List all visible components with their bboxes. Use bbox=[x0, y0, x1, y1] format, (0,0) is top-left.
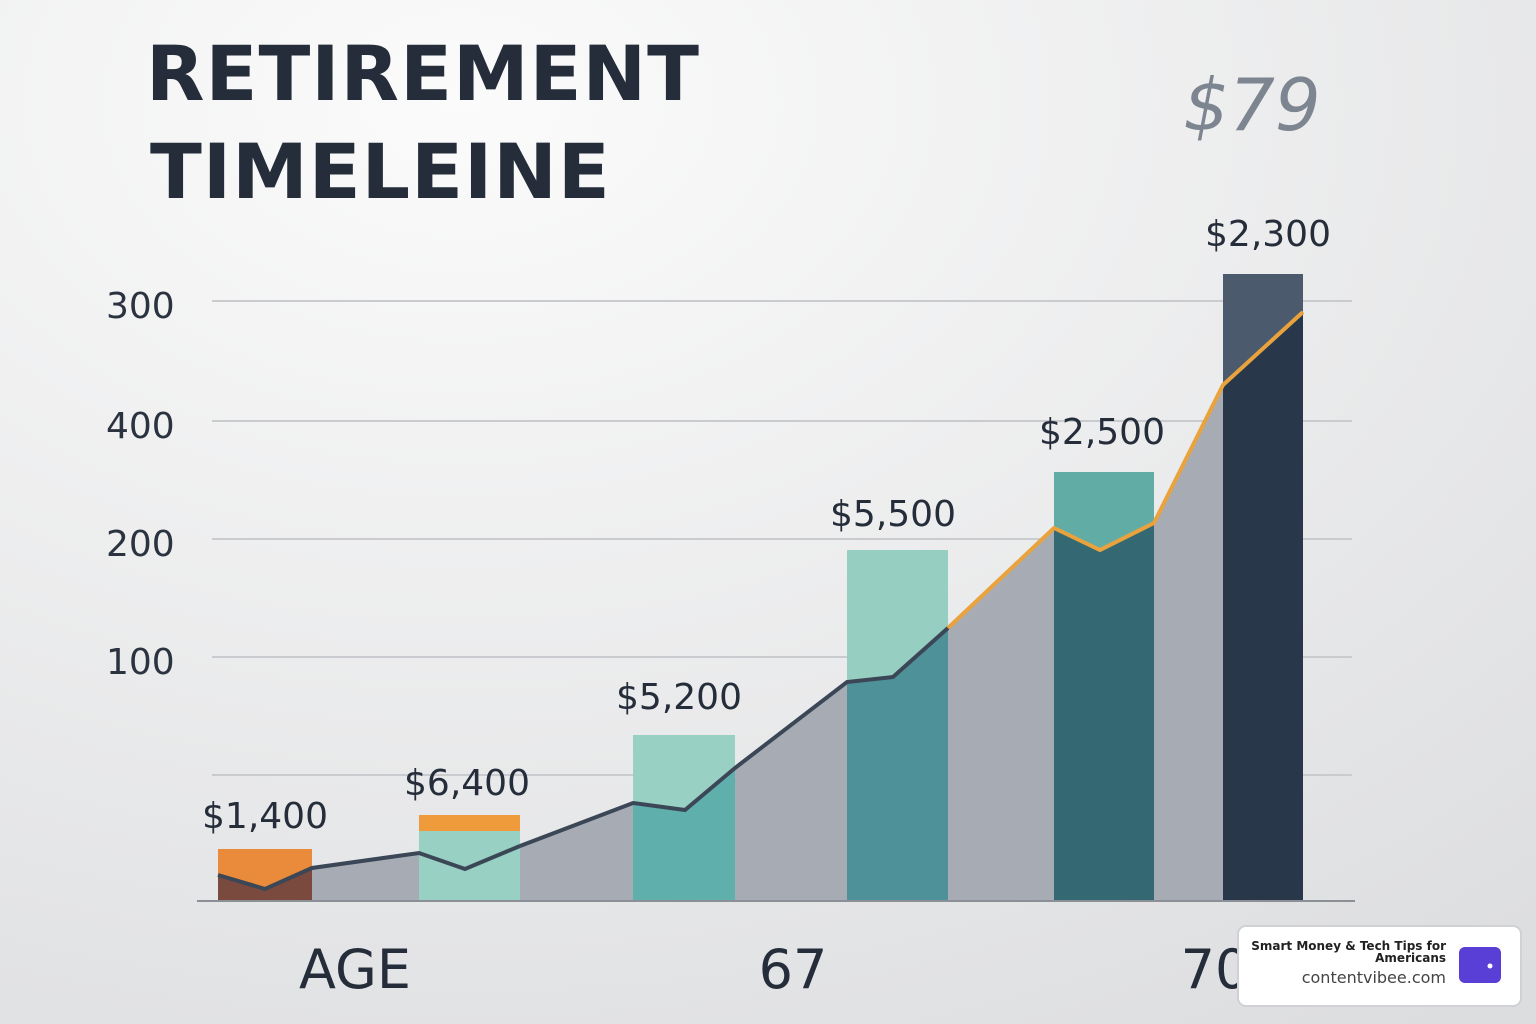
badge-title: Smart Money & Tech Tips for Americans bbox=[1251, 939, 1446, 965]
corner-text: $79 bbox=[1183, 63, 1320, 147]
badge-box bbox=[1237, 925, 1522, 1007]
bar bbox=[218, 868, 312, 901]
axis-label: 400 bbox=[106, 406, 175, 447]
area bbox=[1154, 385, 1223, 901]
title-line: TIMELEINE bbox=[150, 127, 611, 216]
bar-label: $5,200 bbox=[616, 677, 742, 718]
axis-label: 300 bbox=[106, 286, 175, 327]
badge-icon-dot bbox=[1487, 963, 1493, 969]
x-label: 67 bbox=[759, 938, 828, 1001]
bar bbox=[633, 768, 735, 901]
axis-label: 200 bbox=[106, 524, 175, 565]
trend-line bbox=[519, 626, 950, 848]
bar bbox=[1054, 523, 1154, 901]
bar bbox=[847, 628, 948, 901]
badge-title-line: Smart Money & Tech Tips for bbox=[1251, 939, 1446, 953]
bars bbox=[218, 274, 1303, 901]
badge-icon bbox=[1459, 947, 1501, 983]
bar bbox=[419, 815, 520, 832]
trend-line bbox=[217, 844, 521, 892]
badge[interactable]: Smart Money & Tech Tips for Americans con… bbox=[1237, 925, 1522, 1007]
badge-url[interactable]: contentvibee.com bbox=[1302, 968, 1446, 987]
bar bbox=[1223, 312, 1303, 901]
bar-label: $1,400 bbox=[202, 796, 328, 837]
x-label: AGE bbox=[299, 938, 411, 1001]
bar-label: $6,400 bbox=[404, 763, 530, 804]
area bbox=[948, 528, 1054, 901]
bar-label: $2,500 bbox=[1039, 412, 1165, 453]
trend-line bbox=[946, 310, 1305, 630]
title-line: RETIREMENT bbox=[146, 29, 700, 118]
bar-label: $2,300 bbox=[1205, 214, 1331, 255]
bar-label: $5,500 bbox=[830, 494, 956, 535]
axis-label: 100 bbox=[106, 642, 175, 683]
area bbox=[520, 803, 633, 901]
badge-title-line: Americans bbox=[1375, 951, 1446, 965]
area bbox=[735, 682, 847, 901]
